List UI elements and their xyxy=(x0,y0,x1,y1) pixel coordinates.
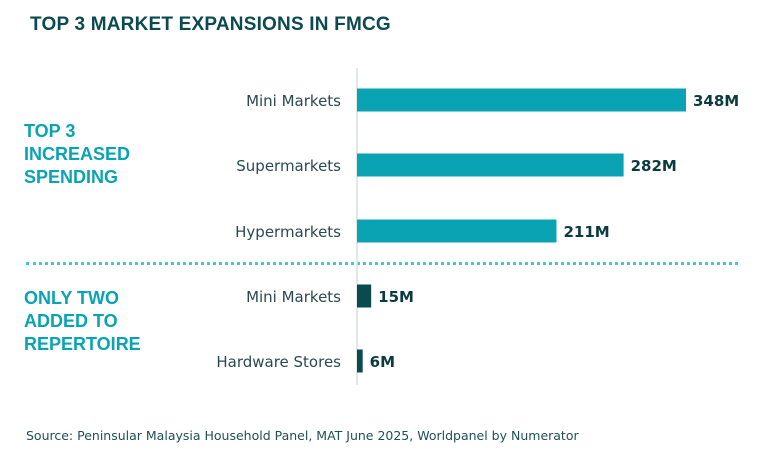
category-label-increased-supermarkets: Supermarkets xyxy=(236,157,341,175)
bar-added-hardware-stores xyxy=(357,349,363,373)
value-label-increased-hypermarkets: 211M xyxy=(563,223,609,241)
bar-increased-supermarkets xyxy=(357,153,624,177)
category-label-increased-mini-markets: Mini Markets xyxy=(246,92,341,110)
bar-increased-hypermarkets xyxy=(357,219,557,243)
group-divider xyxy=(26,262,738,265)
bar-increased-mini-markets xyxy=(357,88,686,112)
group-label-added-to-repertoire: ONLY TWO ADDED TO REPERTOIRE xyxy=(24,288,141,354)
category-label-added-mini-markets: Mini Markets xyxy=(246,288,341,306)
source-note: Source: Peninsular Malaysia Household Pa… xyxy=(26,428,579,443)
category-label-increased-hypermarkets: Hypermarkets xyxy=(235,223,341,241)
bar-added-mini-markets xyxy=(357,284,372,308)
value-label-added-mini-markets: 15M xyxy=(378,288,414,306)
category-label-added-hardware-stores: Hardware Stores xyxy=(216,353,341,371)
value-label-added-hardware-stores: 6M xyxy=(370,353,395,371)
value-label-increased-mini-markets: 348M xyxy=(693,92,739,110)
chart-title: TOP 3 MARKET EXPANSIONS IN FMCG xyxy=(30,14,391,35)
group-label-increased-spending: TOP 3 INCREASED SPENDING xyxy=(24,121,131,187)
value-label-increased-supermarkets: 282M xyxy=(631,157,677,175)
